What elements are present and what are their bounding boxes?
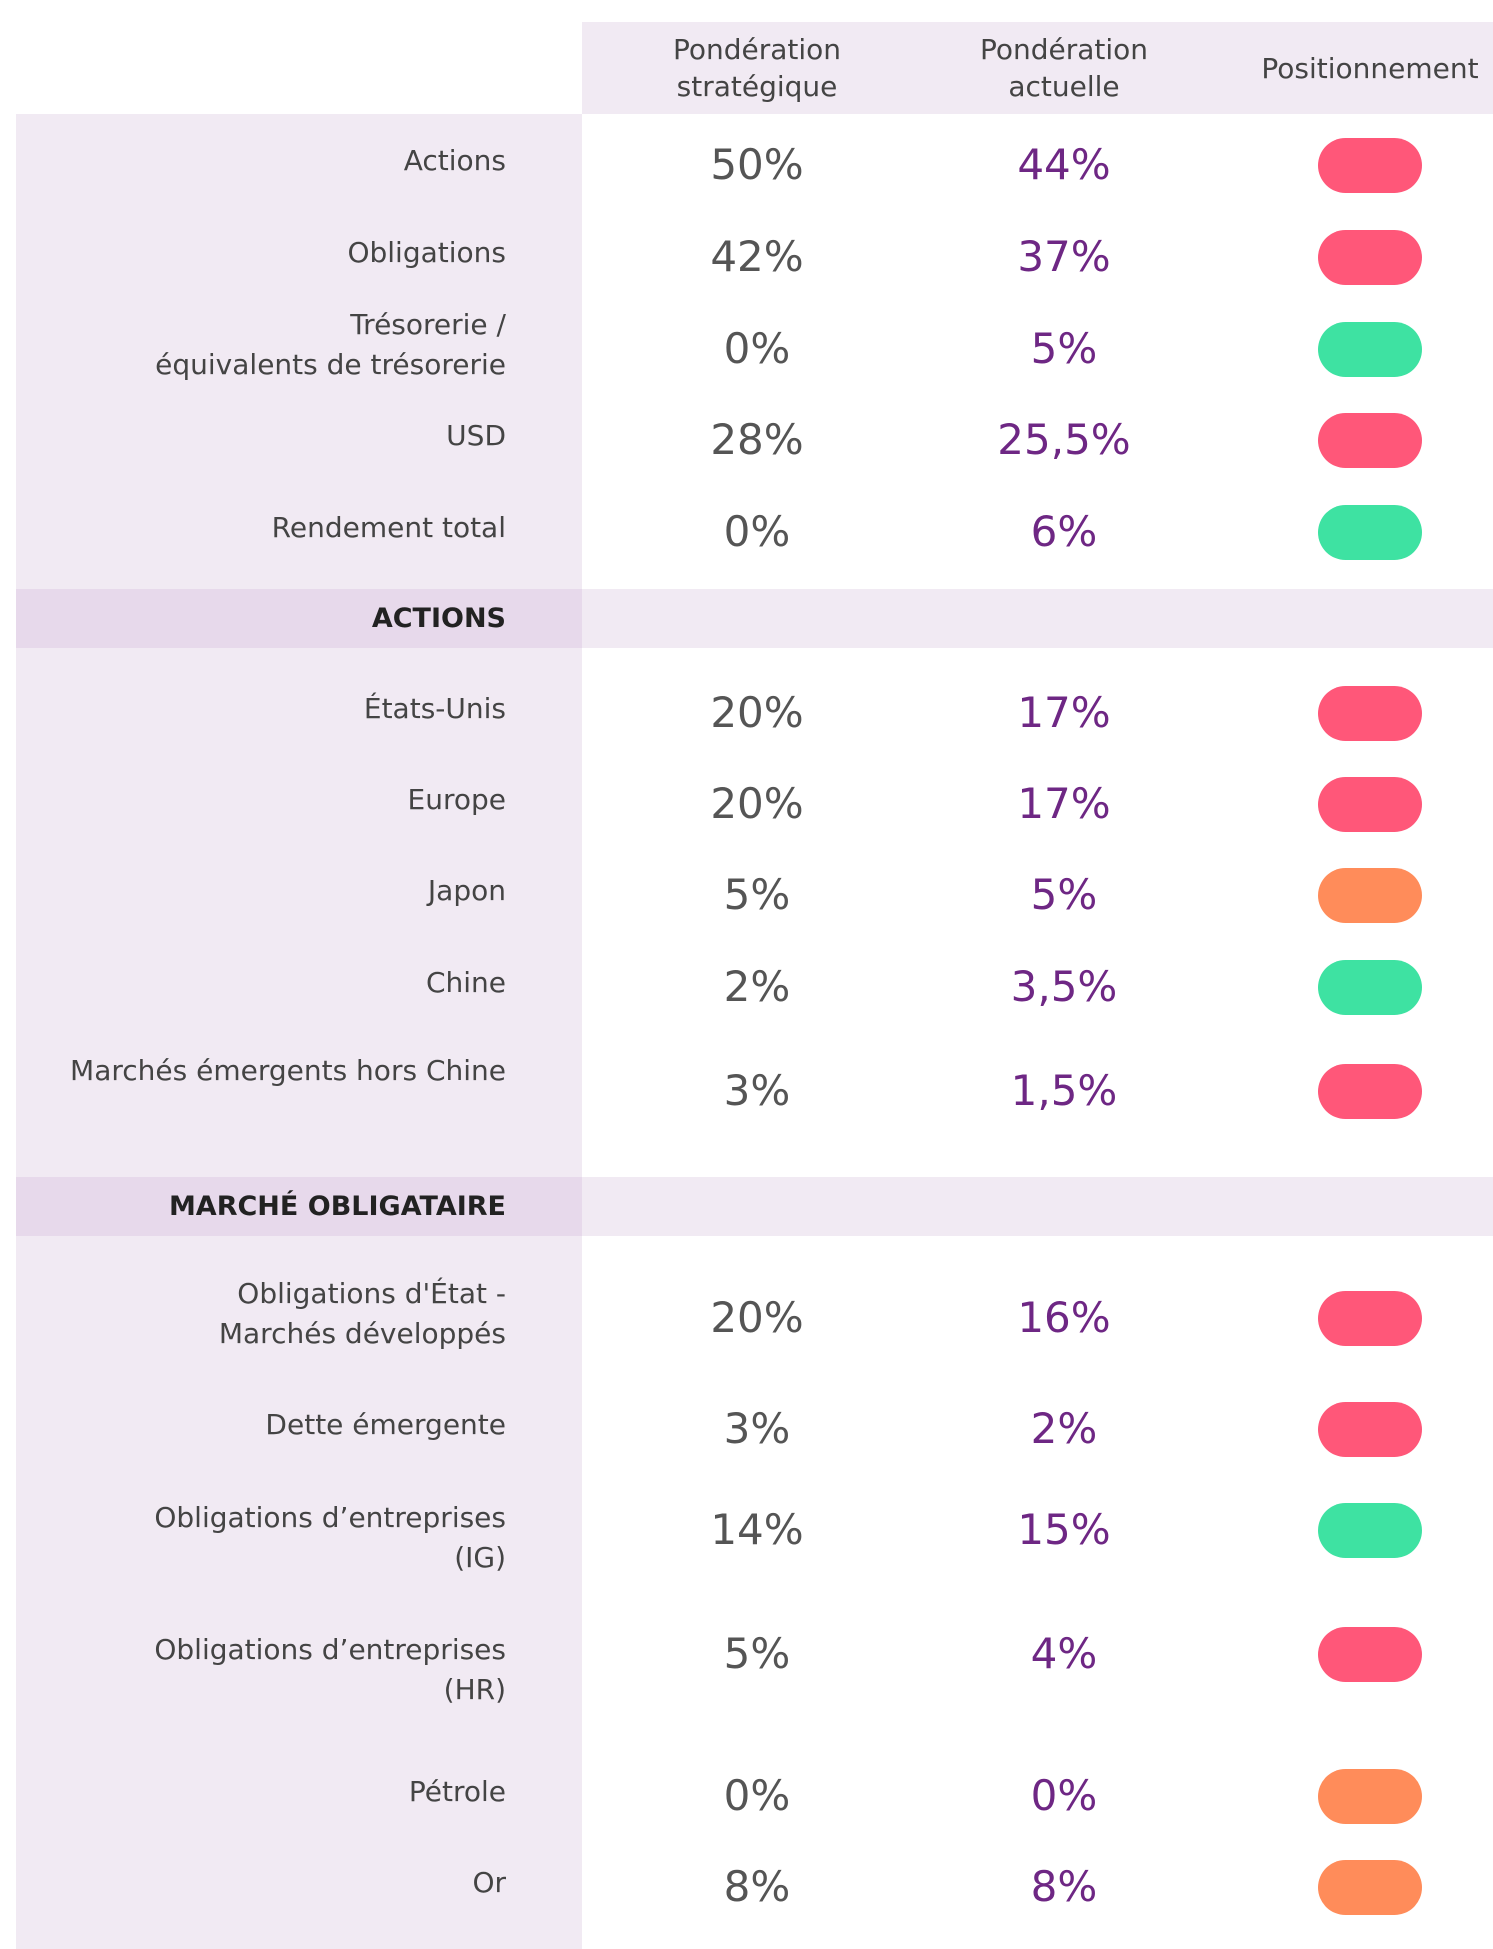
column-header: Pondération bbox=[672, 33, 842, 66]
current-weight: 4% bbox=[1030, 1629, 1098, 1678]
row-label: Obligations d’entreprises bbox=[154, 1633, 506, 1666]
current-weight: 37% bbox=[1017, 232, 1111, 281]
row-label: Marchés émergents hors Chine bbox=[70, 1054, 506, 1087]
strategic-weight: 2% bbox=[723, 962, 791, 1011]
column-header: actuelle bbox=[1008, 70, 1120, 103]
row-label: Obligations d'État - bbox=[237, 1277, 506, 1310]
position-pill bbox=[1318, 1627, 1422, 1682]
row-label: (HR) bbox=[443, 1673, 506, 1706]
column-header: Pondération bbox=[979, 33, 1149, 66]
strategic-weight: 50% bbox=[710, 140, 804, 189]
strategic-weight: 20% bbox=[710, 779, 804, 828]
current-weight: 44% bbox=[1017, 140, 1111, 189]
row-label: Dette émergente bbox=[265, 1408, 506, 1441]
section-title: ACTIONS bbox=[371, 603, 506, 634]
current-weight: 0% bbox=[1030, 1771, 1098, 1820]
current-weight: 25,5% bbox=[997, 415, 1131, 464]
section-band bbox=[582, 1177, 1493, 1236]
strategic-weight: 42% bbox=[710, 232, 804, 281]
position-pill bbox=[1318, 230, 1422, 285]
position-pill bbox=[1318, 777, 1422, 832]
position-pill bbox=[1318, 138, 1422, 193]
strategic-weight: 0% bbox=[723, 507, 791, 556]
current-weight: 5% bbox=[1030, 324, 1098, 373]
position-pill bbox=[1318, 413, 1422, 468]
strategic-weight: 20% bbox=[710, 1293, 804, 1342]
strategic-weight: 20% bbox=[710, 688, 804, 737]
column-header: Positionnement bbox=[1261, 51, 1479, 85]
position-pill bbox=[1318, 322, 1422, 377]
strategic-weight: 3% bbox=[723, 1066, 791, 1115]
current-weight: 5% bbox=[1030, 870, 1098, 919]
row-label: Obligations bbox=[347, 236, 506, 269]
position-pill bbox=[1318, 960, 1422, 1015]
row-label: Marchés développés bbox=[218, 1317, 506, 1350]
current-weight: 17% bbox=[1017, 779, 1111, 828]
strategic-weight: 8% bbox=[723, 1862, 791, 1911]
current-weight: 17% bbox=[1017, 688, 1111, 737]
current-weight: 3,5% bbox=[1010, 962, 1118, 1011]
header-band bbox=[582, 22, 1493, 114]
label-column bbox=[16, 114, 582, 1949]
row-label: Trésorerie / bbox=[350, 308, 506, 341]
current-weight: 15% bbox=[1017, 1505, 1111, 1554]
strategic-weight: 0% bbox=[723, 324, 791, 373]
strategic-weight: 0% bbox=[723, 1771, 791, 1820]
position-pill bbox=[1318, 868, 1422, 923]
position-pill bbox=[1318, 505, 1422, 560]
position-pill bbox=[1318, 1860, 1422, 1915]
section-label-band bbox=[16, 1177, 582, 1236]
row-label: équivalents de trésorerie bbox=[155, 348, 506, 381]
row-label: Japon bbox=[427, 874, 506, 907]
position-pill bbox=[1318, 1503, 1422, 1558]
section-band bbox=[582, 589, 1493, 648]
section-title: MARCHÉ OBLIGATAIRE bbox=[168, 1191, 506, 1222]
position-pill bbox=[1318, 1064, 1422, 1119]
row-label: (IG) bbox=[454, 1541, 506, 1574]
row-label: Chine bbox=[425, 966, 506, 999]
position-pill bbox=[1318, 1769, 1422, 1824]
row-label: États-Unis bbox=[363, 692, 506, 725]
row-label: USD bbox=[446, 419, 506, 452]
current-weight: 16% bbox=[1017, 1293, 1111, 1342]
column-header: stratégique bbox=[676, 70, 838, 103]
row-label: Pétrole bbox=[408, 1775, 506, 1808]
current-weight: 1,5% bbox=[1010, 1066, 1118, 1115]
current-weight: 6% bbox=[1030, 507, 1098, 556]
row-label: Europe bbox=[407, 783, 506, 816]
strategic-weight: 5% bbox=[723, 870, 791, 919]
strategic-weight: 14% bbox=[710, 1505, 804, 1554]
section-label-band bbox=[16, 589, 582, 648]
strategic-weight: 28% bbox=[710, 415, 804, 464]
row-label: Or bbox=[472, 1866, 506, 1899]
current-weight: 2% bbox=[1030, 1404, 1098, 1453]
row-label: Obligations d’entreprises bbox=[154, 1501, 506, 1534]
current-weight: 8% bbox=[1030, 1862, 1098, 1911]
row-label: Rendement total bbox=[271, 511, 506, 544]
position-pill bbox=[1318, 686, 1422, 741]
strategic-weight: 3% bbox=[723, 1404, 791, 1453]
position-pill bbox=[1318, 1402, 1422, 1457]
row-label: Actions bbox=[403, 144, 506, 177]
position-pill bbox=[1318, 1291, 1422, 1346]
strategic-weight: 5% bbox=[723, 1629, 791, 1678]
